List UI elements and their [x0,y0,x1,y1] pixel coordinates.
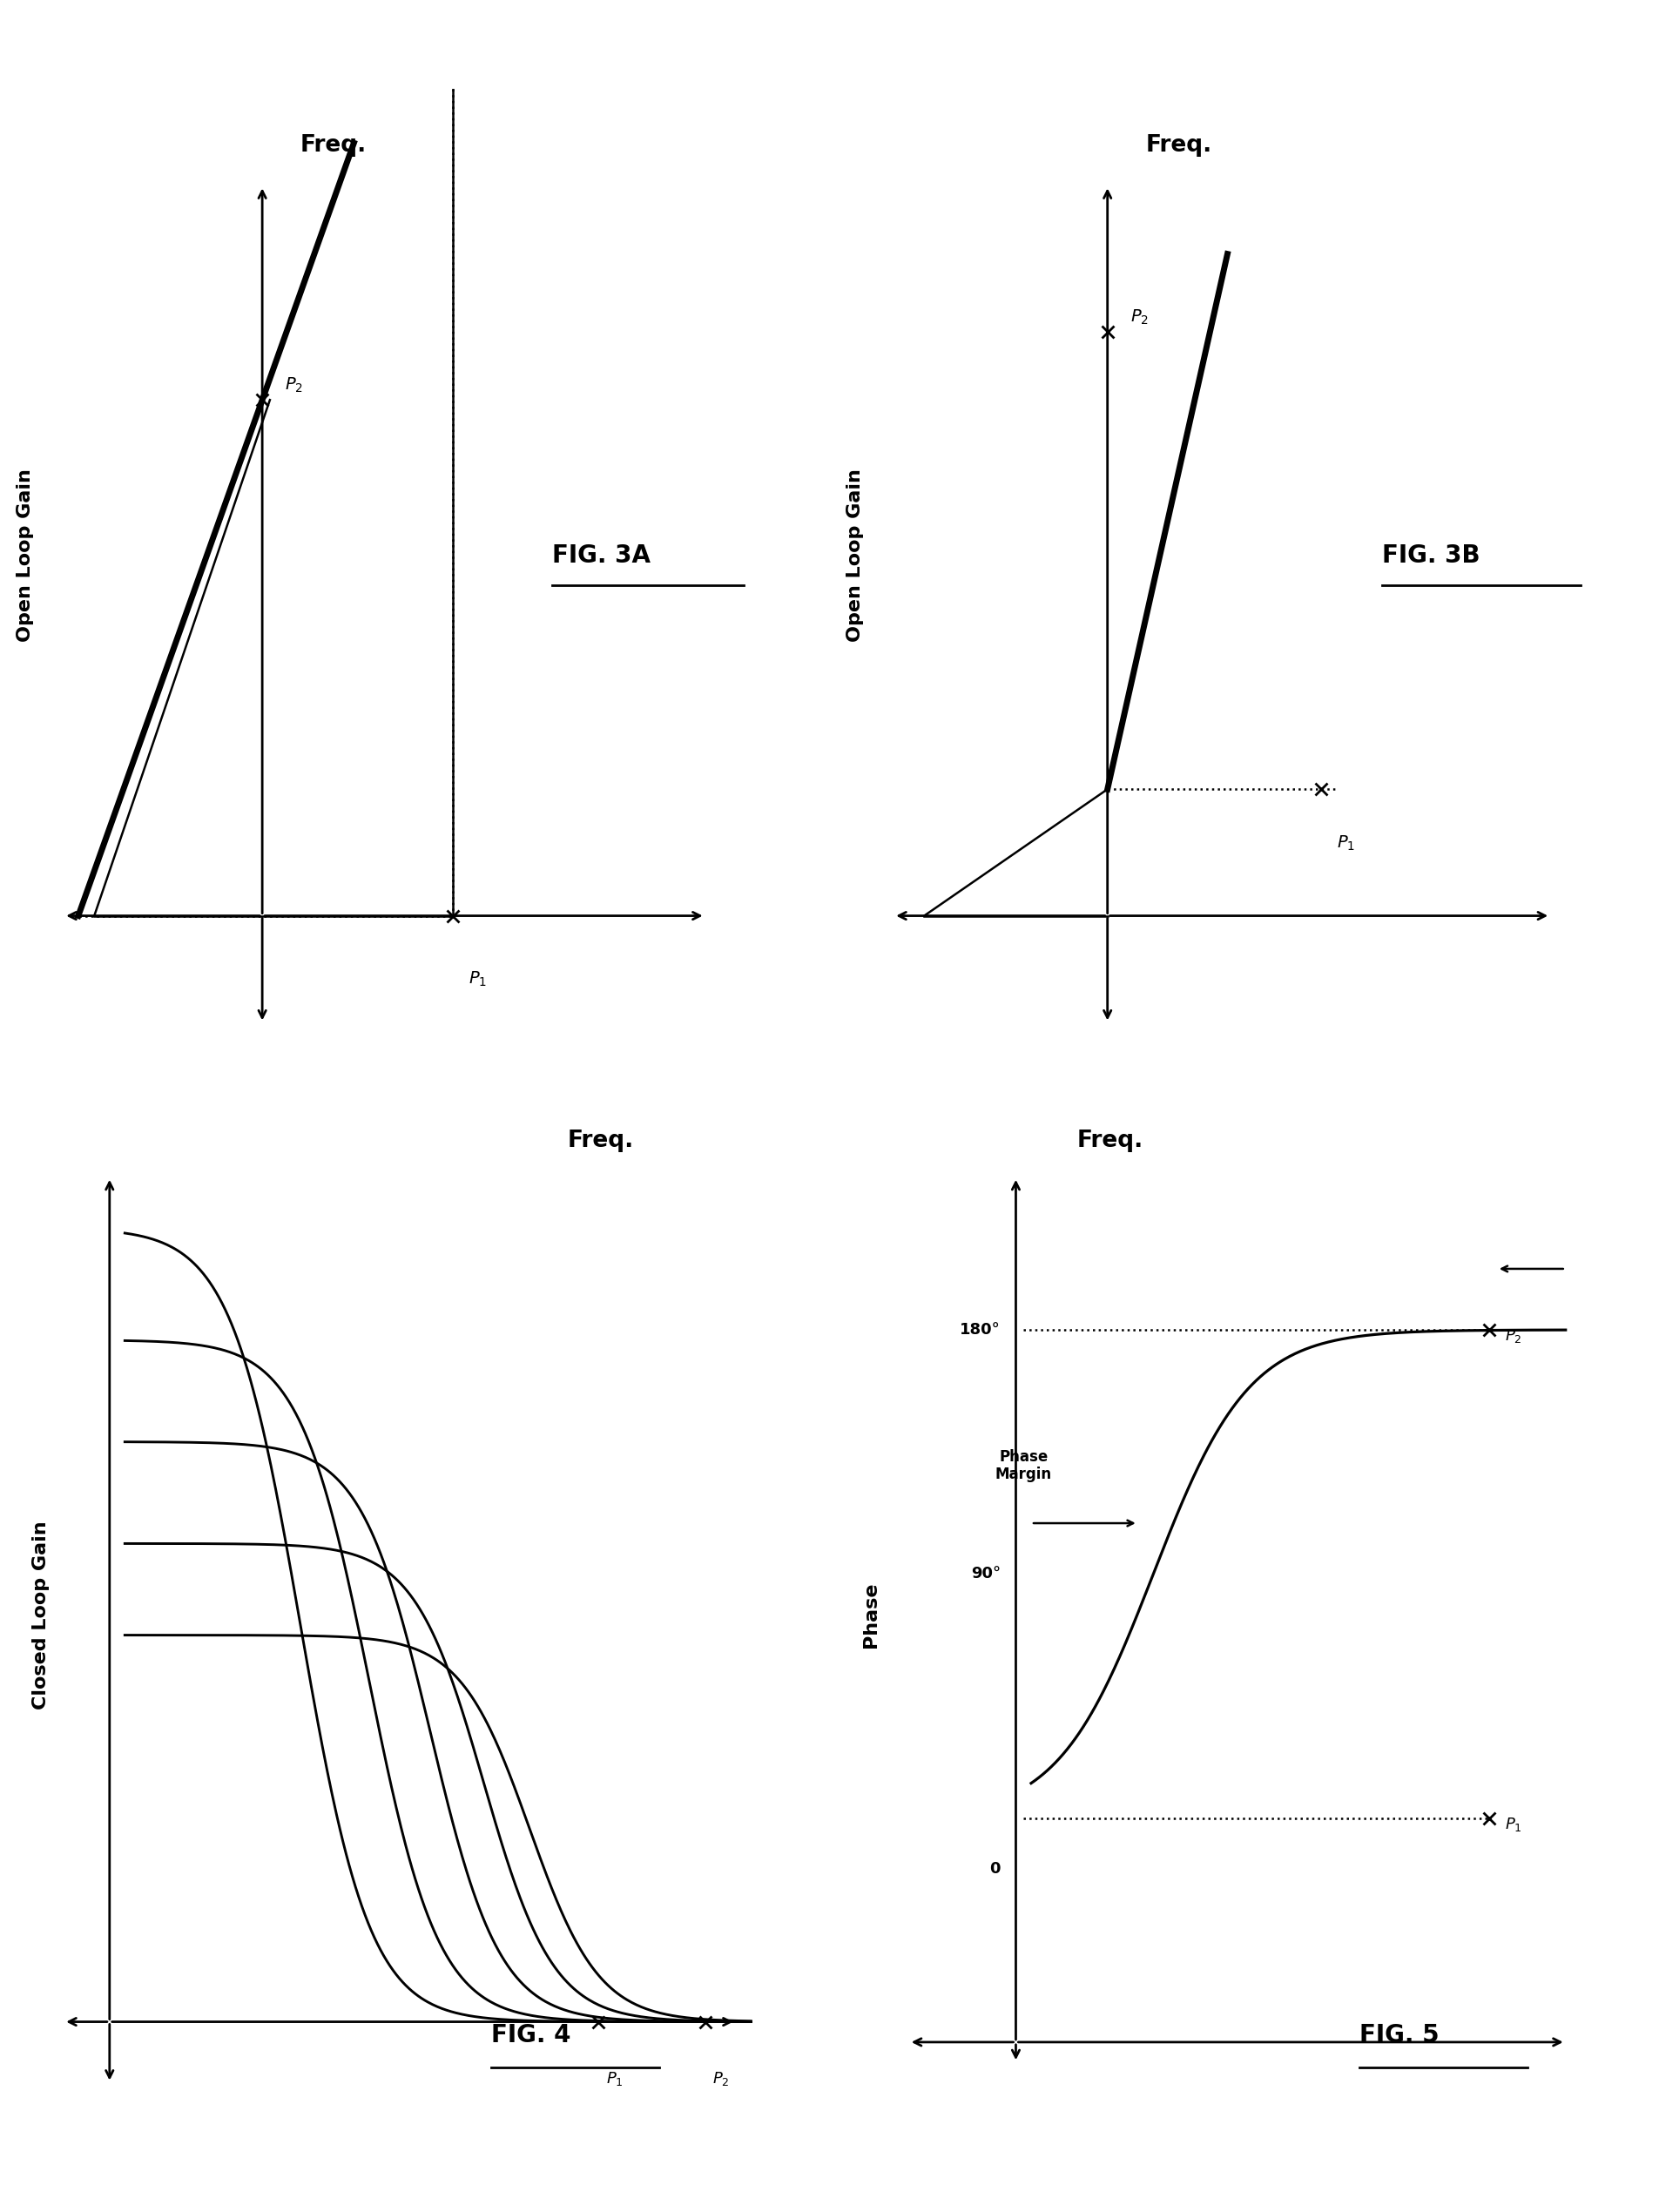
Text: $P_2$: $P_2$ [712,2070,730,2088]
Text: Freq.: Freq. [300,135,367,157]
Text: $P_2$: $P_2$ [1130,307,1148,327]
Text: $P_2$: $P_2$ [285,376,304,394]
Text: Open Loop Gain: Open Loop Gain [846,469,864,641]
Text: FIG. 5: FIG. 5 [1359,2024,1438,2048]
Text: $P_1$: $P_1$ [606,2070,622,2088]
Text: FIG. 3A: FIG. 3A [552,544,650,568]
Text: 180°: 180° [959,1323,1000,1338]
Text: Open Loop Gain: Open Loop Gain [17,469,35,641]
Text: $P_2$: $P_2$ [1503,1327,1521,1345]
Text: $P_1$: $P_1$ [1503,1816,1521,1834]
Text: 0: 0 [989,1860,1000,1878]
Text: FIG. 3B: FIG. 3B [1382,544,1480,568]
Text: Freq.: Freq. [567,1130,634,1152]
Text: Phase: Phase [861,1582,879,1648]
Text: Freq.: Freq. [1145,135,1211,157]
Text: FIG. 4: FIG. 4 [491,2024,571,2048]
Text: Freq.: Freq. [1077,1130,1143,1152]
Text: Phase
Margin: Phase Margin [995,1449,1052,1482]
Text: $P_1$: $P_1$ [468,971,486,989]
Text: Closed Loop Gain: Closed Loop Gain [32,1520,50,1710]
Text: $P_1$: $P_1$ [1335,834,1354,852]
Text: 90°: 90° [971,1566,1000,1582]
